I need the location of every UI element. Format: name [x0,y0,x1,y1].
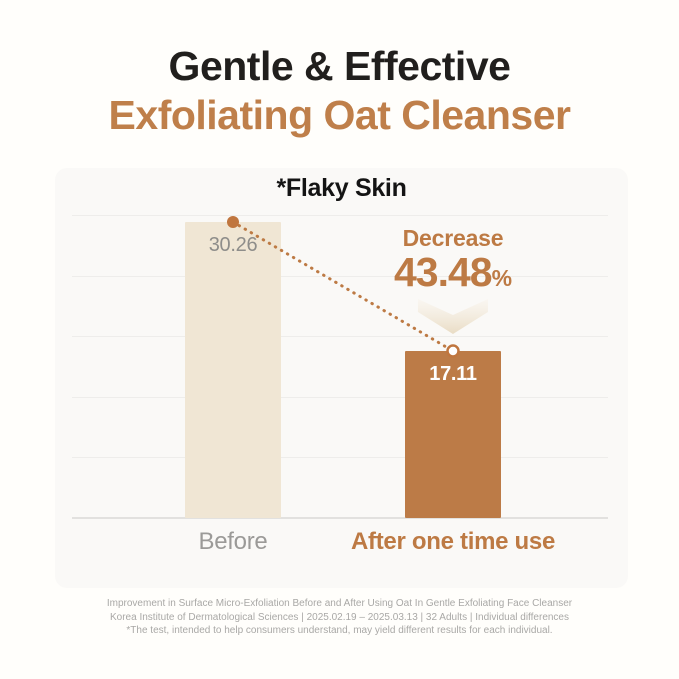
chart-panel: *Flaky Skin 30.26 17.11 Decrease 43.48% [55,168,628,588]
footer-line-1: Improvement in Surface Micro-Exfoliation… [106,598,573,609]
footer-line-3: *The test, intended to help consumers un… [126,625,553,636]
decrease-unit: % [491,265,513,291]
plot-area: 30.26 17.11 [72,215,608,519]
gridline [72,276,608,277]
decrease-label: Decrease [402,225,504,251]
category-label-after: After one time use [351,528,555,555]
gridline [72,457,608,458]
gridline [72,336,608,337]
x-axis-baseline [72,517,608,519]
decrease-annotation: Decrease 43.48% [394,225,512,341]
category-label-before: Before [198,528,268,555]
gridline [72,397,608,398]
decrease-value: 43.48 [393,249,493,295]
header: Gentle & Effective Exfoliating Oat Clean… [0,42,679,140]
bar-value-before: 30.26 [208,234,258,256]
bar-before: 30.26 [185,222,281,518]
page-title-line-2: Exfoliating Oat Cleanser [108,92,571,138]
chart-title: *Flaky Skin [276,174,407,202]
footer-line-2: Korea Institute of Dermatological Scienc… [109,611,569,623]
bar-value-after: 17.11 [429,363,477,385]
bar-after: 17.11 [405,351,501,518]
arrow-down-icon [418,299,488,334]
gridline [72,215,608,216]
trend-connector [227,216,460,358]
page-title-line-1: Gentle & Effective [168,43,511,89]
arrow-wrap [394,298,512,341]
footer-disclaimer: Improvement in Surface Micro-Exfoliation… [0,597,679,638]
